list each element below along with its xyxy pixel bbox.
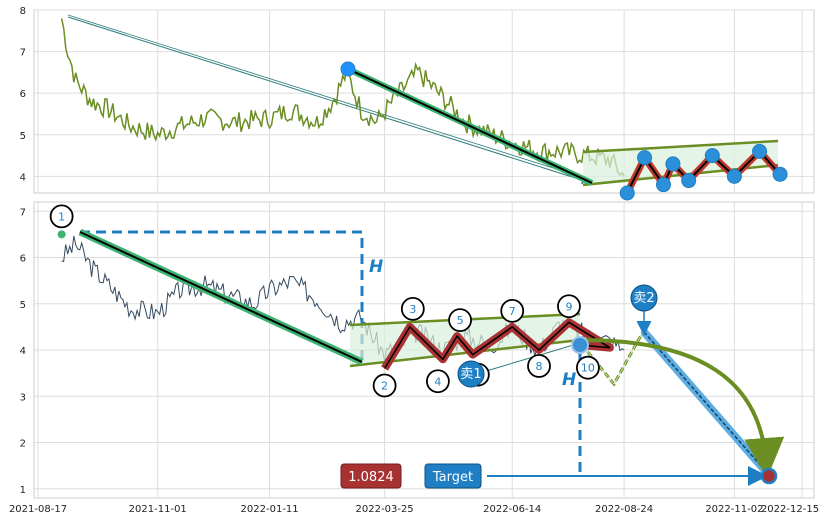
bottom-downtrend-line-inner: [79, 231, 363, 363]
top-marker: [704, 148, 720, 164]
bottom-x-tick-label: 2022-03-25: [356, 504, 414, 515]
h-label-left: H: [369, 257, 383, 277]
bottom-x-tick-label: 2021-11-01: [129, 504, 187, 515]
pattern-point-label: 10: [581, 362, 595, 375]
sell1-label: 卖1: [460, 367, 481, 382]
bottom-y-tick-label: 1: [20, 485, 26, 496]
pattern-point-badge: [426, 369, 450, 394]
bottom-x-tick-label: 2022-08-24: [595, 504, 653, 515]
bottom-y-tick-label: 5: [20, 300, 26, 311]
bottom-y-tick-label: 4: [20, 346, 26, 357]
bottom-x-tick-label: 2022-01-11: [241, 504, 299, 515]
value-label: 1.0824: [348, 470, 394, 485]
h-guide-left: [80, 230, 364, 360]
bottom-y-tick-label: 7: [20, 207, 26, 218]
top-marker: [665, 156, 681, 172]
bottom-y-ticks: 7 6 5 4 3 2 1: [20, 207, 26, 496]
projection-curve: [581, 338, 785, 478]
pattern-point-badge: [400, 296, 425, 321]
pattern-point-label: 9: [565, 300, 572, 313]
bottom-y-tick-label: 2: [20, 439, 26, 450]
top-markers: [619, 143, 788, 201]
top-downtrend-line-inner: [347, 68, 593, 184]
top-marker: [752, 143, 768, 159]
value-box: [340, 463, 402, 489]
target-label: Target: [432, 470, 473, 485]
pattern-point-badge: [576, 355, 600, 380]
bottom-x-tick-label: 2022-11-02: [705, 504, 763, 515]
top-marker: [619, 185, 635, 201]
pattern-point-label: 3: [409, 303, 416, 316]
pattern-point-label: 2: [381, 380, 388, 393]
pattern-point-badge: [448, 308, 472, 333]
top-y-tick-label: 4: [20, 172, 26, 183]
top-zigzag-line: [626, 149, 785, 194]
top-marker: [726, 168, 742, 184]
top-marker: [681, 173, 697, 189]
breakout-marker: [571, 336, 589, 354]
pattern-point-badge: [557, 294, 581, 319]
top-y-ticks: 8 7 6 5 4: [20, 6, 26, 183]
top-y-tick-label: 8: [20, 6, 26, 17]
pattern-point-badge: [49, 204, 74, 229]
top-long-trend-line: [67, 16, 590, 184]
top-channel-fill: [583, 141, 778, 185]
pattern-point-badge: [372, 373, 397, 398]
top-marker: [637, 150, 653, 166]
sell2-label: 卖2: [633, 291, 654, 306]
bottom-x-tick-label: 2022-12-15: [761, 504, 819, 515]
target-marker: [760, 467, 778, 485]
top-price-line: [60, 18, 625, 177]
bottom-zigzag-line: [383, 321, 611, 369]
pattern-point-label: 8: [536, 360, 543, 373]
top-y-tick-label: 7: [20, 48, 26, 59]
pattern-point-label: 5: [457, 314, 464, 327]
pattern-point-dot: [57, 230, 66, 239]
pattern-point-label: 1: [58, 210, 65, 223]
bottom-x-ticks: 2021-08-17 2021-11-01 2022-01-11 2022-03-25…: [9, 504, 819, 515]
target-box: [424, 463, 482, 489]
bottom-x-tick-label: 2022-06-14: [483, 504, 541, 515]
top-marker: [655, 177, 671, 193]
pattern-point-label: 7: [509, 305, 516, 318]
top-marker: [772, 166, 788, 182]
h-label-right: H: [562, 370, 576, 390]
top-y-tick-label: 5: [20, 131, 26, 142]
top-y-tick-label: 6: [20, 89, 26, 100]
pattern-point-badge: [500, 298, 525, 323]
bottom-y-tick-label: 3: [20, 392, 26, 403]
bottom-x-tick-label: 2021-08-17: [9, 504, 67, 515]
pattern-point-badge: [527, 354, 551, 378]
bottom-grid: [34, 202, 814, 498]
sell2-badge: [630, 284, 658, 312]
top-start-marker: [340, 61, 356, 77]
top-channel-upper: [582, 139, 779, 154]
top-long-trend-line-2: [67, 14, 589, 180]
pattern-point-label: 4: [434, 375, 441, 388]
sell1-badge: [457, 360, 485, 388]
bottom-y-tick-label: 6: [20, 254, 26, 265]
